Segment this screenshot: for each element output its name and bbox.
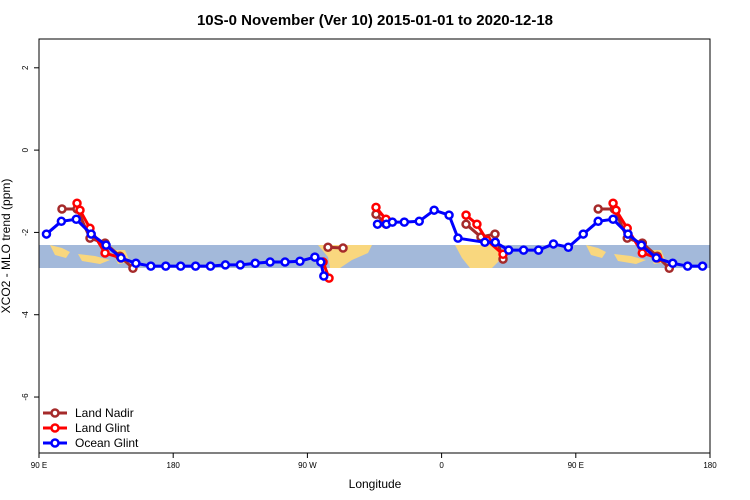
point xyxy=(563,242,574,252)
x-tick-label: 180 xyxy=(703,461,717,470)
point xyxy=(429,205,439,215)
point xyxy=(323,242,333,252)
point xyxy=(310,252,320,262)
land xyxy=(318,245,372,268)
legend-marker xyxy=(50,438,60,448)
point xyxy=(100,248,110,258)
point xyxy=(319,271,329,281)
y-axis-label: XCO2 - MLO trend (ppm) xyxy=(0,179,13,314)
series-line xyxy=(465,223,505,260)
point xyxy=(490,229,500,239)
x-tick-label: 90 E xyxy=(568,461,584,470)
point xyxy=(444,210,454,220)
point xyxy=(387,217,398,227)
point xyxy=(480,237,490,248)
point xyxy=(651,253,662,263)
legend-label: Land Nadir xyxy=(75,406,134,420)
point xyxy=(338,243,348,253)
land xyxy=(455,245,502,268)
point xyxy=(636,240,647,250)
point xyxy=(41,229,52,239)
point xyxy=(490,237,501,248)
point xyxy=(220,260,231,270)
point xyxy=(280,257,290,267)
point xyxy=(250,258,260,269)
legend-marker xyxy=(50,408,60,418)
point xyxy=(697,261,708,271)
y-tick-label: -6 xyxy=(21,393,30,401)
legend-marker xyxy=(50,423,60,433)
x-tick-label: 180 xyxy=(167,461,181,470)
point xyxy=(175,261,186,271)
point xyxy=(399,217,410,227)
point xyxy=(533,245,544,255)
point xyxy=(667,258,678,269)
x-tick-label: 0 xyxy=(439,461,444,470)
point xyxy=(503,245,514,255)
series-line xyxy=(465,213,505,256)
point xyxy=(548,239,559,249)
legend-label: Ocean Glint xyxy=(75,436,139,450)
point xyxy=(371,202,381,213)
x-tick-label: 90 W xyxy=(298,461,317,470)
chart-title: 10S-0 November (Ver 10) 2015-01-01 to 20… xyxy=(197,12,553,29)
point xyxy=(593,216,603,227)
point xyxy=(160,261,171,271)
x-axis-label: Longitude xyxy=(349,477,402,491)
y-tick-label: 0 xyxy=(21,147,30,152)
point xyxy=(461,219,471,229)
point xyxy=(71,214,82,225)
point xyxy=(453,233,463,243)
y-tick-label: -4 xyxy=(21,311,30,319)
point xyxy=(623,229,633,239)
point xyxy=(295,256,305,266)
point xyxy=(593,204,603,214)
x-tick-label: 90 E xyxy=(31,461,47,470)
point xyxy=(265,257,275,267)
point xyxy=(190,261,201,271)
point xyxy=(414,216,424,227)
plot-frame xyxy=(38,38,711,454)
point xyxy=(56,216,67,227)
y-tick-label: -2 xyxy=(21,228,30,236)
point xyxy=(75,205,85,215)
point xyxy=(316,257,326,267)
point xyxy=(518,245,529,255)
point xyxy=(372,219,383,229)
point xyxy=(86,229,96,239)
point xyxy=(578,229,589,239)
point xyxy=(608,214,618,225)
point xyxy=(461,210,471,220)
point xyxy=(205,261,216,271)
point xyxy=(472,219,482,229)
point xyxy=(131,258,141,269)
legend-label: Land Glint xyxy=(75,421,130,435)
point xyxy=(101,240,111,250)
point xyxy=(682,261,693,271)
point xyxy=(57,204,67,214)
y-tick-label: 2 xyxy=(21,65,30,70)
point xyxy=(611,205,621,215)
point xyxy=(637,248,648,258)
point xyxy=(116,253,126,263)
point xyxy=(235,260,246,270)
point xyxy=(146,261,156,271)
